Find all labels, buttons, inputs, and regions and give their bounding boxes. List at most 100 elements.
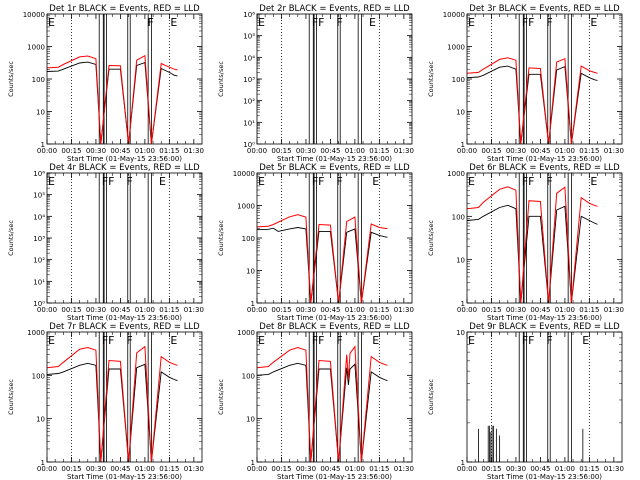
plot-frame — [466, 331, 623, 463]
series-lld-line — [256, 214, 388, 304]
x-tick-label: 01:30 — [394, 306, 414, 314]
x-tick-label: 00:15 — [271, 147, 291, 155]
panel-det4r: Det 4r BLACK = Events, RED = LLD Counts/s… — [7, 163, 204, 322]
attenuator-label: F — [126, 175, 132, 188]
y-tick-label: 100 — [242, 235, 255, 243]
x-tick-label: 00:15 — [481, 147, 501, 155]
plot-frame — [256, 172, 413, 304]
x-tick-label: 01:30 — [604, 306, 624, 314]
x-tick-label: 00:45 — [530, 465, 550, 473]
plot-frame — [46, 331, 203, 463]
x-tick-label: 00:00 — [247, 147, 267, 155]
y-tick-label: 100 — [452, 213, 465, 221]
x-tick-label: 00:30 — [86, 147, 106, 155]
attenuator-label: FF — [312, 334, 325, 347]
y-tick-label: 10 — [456, 329, 465, 337]
y-tick-label: 10¹ — [33, 278, 45, 286]
y-tick-label: 10⁶ — [243, 11, 255, 19]
series-lld-line — [46, 345, 178, 463]
attenuator-label: E — [590, 175, 597, 188]
x-axis-label: Start Time (01-May-15 23:56:00) — [277, 473, 392, 480]
attenuator-label: E — [170, 334, 177, 347]
plot-frame — [46, 172, 203, 304]
x-tick-label: 01:15 — [579, 465, 599, 473]
panel-title: Det 8r BLACK = Events, RED = LLD — [259, 322, 410, 332]
y-tick-label: 10000 — [23, 11, 45, 19]
y-axis-label: Counts/sec — [7, 61, 15, 97]
x-tick-label: 01:15 — [369, 465, 389, 473]
y-tick-label: 1000 — [27, 329, 45, 337]
attenuator-label: E — [258, 334, 265, 347]
series-events-line — [256, 227, 388, 304]
y-tick-label: 10³ — [33, 235, 45, 243]
attenuator-label: FF — [522, 16, 535, 29]
x-tick-label: 01:15 — [369, 147, 389, 155]
series-lld-line — [466, 186, 598, 304]
y-axis-label: Counts/sec — [427, 220, 435, 256]
y-tick-label: 10² — [33, 257, 45, 265]
panel-title: Det 6r BLACK = Events, RED = LLD — [469, 163, 620, 173]
y-tick-label: 10 — [456, 109, 465, 117]
y-tick-label: 100 — [32, 76, 45, 84]
x-tick-label: 00:30 — [296, 306, 316, 314]
attenuator-label: FF — [522, 175, 535, 188]
x-tick-label: 01:30 — [184, 147, 204, 155]
y-axis-label: Counts/sec — [7, 379, 15, 415]
x-tick-label: 01:15 — [159, 306, 179, 314]
y-axis-label: Counts/sec — [217, 220, 225, 256]
x-tick-label: 00:00 — [247, 306, 267, 314]
x-tick-label: 01:30 — [394, 465, 414, 473]
x-tick-label: 01:00 — [345, 147, 365, 155]
x-tick-label: 01:15 — [369, 306, 389, 314]
x-tick-label: 01:15 — [159, 147, 179, 155]
x-tick-label: 00:30 — [86, 306, 106, 314]
attenuator-label: E — [369, 16, 376, 29]
attenuator-label: E — [372, 175, 379, 188]
attenuator-label: F — [546, 175, 552, 188]
x-tick-label: 01:30 — [184, 306, 204, 314]
attenuator-label: F — [546, 334, 552, 347]
series-events-line — [466, 65, 598, 145]
x-tick-label: 01:00 — [555, 306, 575, 314]
x-tick-label: 00:00 — [457, 147, 477, 155]
y-axis-label: Counts/sec — [427, 61, 435, 97]
y-tick-label: 10 — [36, 416, 45, 424]
attenuator-label: FF — [102, 175, 115, 188]
panel-det1r: Det 1r BLACK = Events, RED = LLD Counts/s… — [7, 4, 204, 163]
series-events-line — [256, 362, 388, 463]
plot-frame — [46, 13, 203, 145]
attenuator-label: F — [336, 334, 342, 347]
y-tick-label: 100 — [452, 76, 465, 84]
plot-frame — [256, 13, 413, 145]
x-axis-label: Start Time (01-May-15 23:56:00) — [67, 314, 182, 322]
x-axis-label: Start Time (01-May-15 23:56:00) — [67, 155, 182, 163]
y-tick-label: 10000 — [443, 11, 465, 19]
x-tick-label: 01:30 — [394, 147, 414, 155]
x-axis-label: Start Time (01-May-15 23:56:00) — [67, 473, 182, 480]
y-tick-label: 10⁵ — [33, 192, 45, 200]
y-tick-label: 1 — [251, 300, 255, 308]
panel-det9r: Det 9r BLACK = Events, RED = LLD Counts/s… — [427, 322, 624, 480]
y-tick-label: 10⁰ — [243, 141, 255, 149]
attenuator-label: F — [148, 16, 154, 29]
x-tick-label: 01:30 — [184, 465, 204, 473]
x-tick-label: 00:30 — [506, 147, 526, 155]
series-events-line — [46, 61, 178, 145]
panel-title: Det 3r BLACK = Events, RED = LLD — [469, 4, 620, 14]
y-tick-label: 10 — [456, 257, 465, 265]
y-tick-label: 1 — [461, 300, 465, 308]
y-axis-label: Counts/sec — [7, 220, 15, 256]
attenuator-label: E — [468, 175, 475, 188]
x-tick-label: 00:30 — [506, 465, 526, 473]
x-tick-label: 00:45 — [110, 465, 130, 473]
attenuator-label: E — [582, 334, 589, 347]
series-events-line — [46, 362, 178, 463]
x-tick-label: 00:15 — [481, 465, 501, 473]
attenuator-label: E — [170, 16, 177, 29]
y-tick-label: 10² — [243, 98, 255, 106]
attenuator-label: E — [372, 334, 379, 347]
x-tick-label: 00:45 — [320, 465, 340, 473]
panel-title: Det 4r BLACK = Events, RED = LLD — [49, 163, 200, 173]
x-tick-label: 01:15 — [579, 147, 599, 155]
